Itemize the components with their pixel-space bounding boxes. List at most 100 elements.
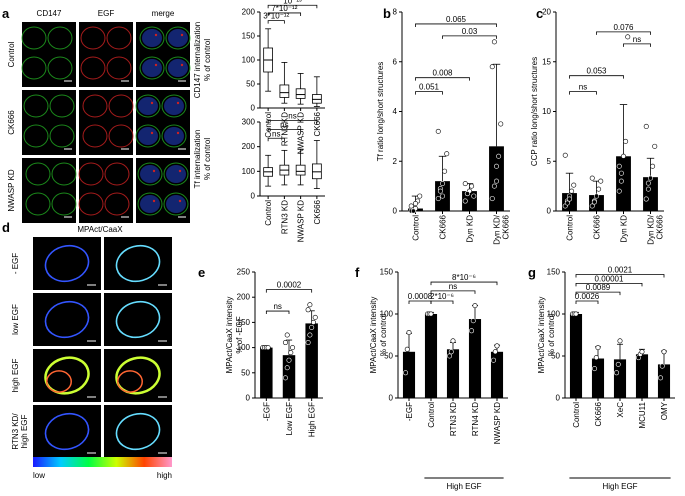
chart-e: 0 50 100 150 200 250 MPAct/CaaX intensity% of … [225,268,323,437]
micrograph-tile [79,22,133,87]
y-axis-label: CCP ratio long/short structures [530,57,539,166]
cell-spot [150,101,154,105]
x-tick-label: -EGF [405,402,414,421]
data-point [598,178,604,184]
micrograph-title: MPAct/CaaX [77,225,123,234]
cell-outline [25,192,51,216]
data-point [412,201,418,207]
cell-outline [80,26,106,50]
cell-spot [154,33,158,37]
y-tick-label: 0 [393,207,398,216]
bar [643,177,658,211]
significance-label: 0.03 [462,27,478,36]
significance-bracket [267,12,302,16]
cell-outline [104,162,130,186]
data-point [435,196,441,202]
significance-bracket [575,274,665,278]
cell-outline [163,162,189,186]
panel-label-b: b [383,6,391,21]
column-header: merge [152,9,175,18]
bar [402,351,416,398]
y-tick-label: 0 [389,394,394,403]
cell-outline [139,56,165,80]
cell-outline [44,300,90,339]
data-point [307,302,313,308]
significance-label: 2*10⁻⁶ [430,292,454,301]
significance-label: 0.053 [586,67,607,76]
micrograph-grid-a: CD147 EGF merge Control CK666 NWASP KD [7,9,191,223]
chart-g: 0 50 100 150 MPAct/CaaX intensity% of contro… [537,266,675,491]
bar [635,354,649,398]
significance-bracket [265,310,290,315]
cell-outline [49,124,75,148]
cell-outline [82,94,108,118]
data-point [462,181,468,187]
y-tick-label: 0 [251,104,256,113]
significance-bracket [623,43,651,47]
x-tick-label: Control [572,402,581,428]
data-point [284,365,290,371]
data-point [417,193,423,199]
significance-bracket [575,300,599,304]
micrograph-tile [33,405,101,458]
significance-label: ns [272,129,280,138]
data-point [471,193,477,199]
significance-bracket [575,282,643,287]
data-point [312,314,318,320]
data-point [493,163,499,169]
cell-outline [25,162,51,186]
y-axis-label: Tf ratio long/short structures [376,62,385,162]
micrograph-tile [33,237,101,290]
y-tick-label: 150 [242,32,256,41]
panel-label-c: c [536,6,543,21]
data-point [282,375,288,381]
cell-outline [104,192,130,216]
x-tick-label: Dyn KD/ [647,214,656,245]
data-point [309,324,315,330]
significance-bracket [415,23,497,27]
significance-bracket [596,31,651,35]
group-label: High EGF [446,482,481,491]
micrograph-tile [104,237,172,290]
micrograph-tile [33,293,101,346]
data-point [591,199,597,205]
cell-nucleus [168,29,188,47]
chart-a-bottom: 0 100 200 300 Tf internalization% of control… [193,112,325,242]
data-point [469,183,475,189]
cell-outline [21,56,47,80]
significance-bracket [267,4,318,9]
x-tick-label: Dyn KD [620,215,629,243]
group-label: High EGF [602,482,637,491]
significance-label: ns [579,83,587,92]
chart-c: 0 5 10 15 20 CCP ratio long/short structures C… [530,8,665,245]
y-tick-label: 15 [542,57,551,66]
y-axis-label: MPAct/CaaX intensity [537,297,546,374]
y-axis-label: MPAct/CaaX intensity [225,297,234,374]
x-tick-label: Control [566,215,575,241]
data-point [661,349,667,355]
data-point [442,168,448,174]
data-point [614,370,620,376]
cell-outline [23,124,49,148]
data-point [437,188,443,194]
cell-nucleus [166,165,186,183]
data-point [596,186,602,192]
data-point [439,193,445,199]
y-tick-label: 8 [393,8,398,17]
data-point [593,193,599,199]
row-label: Control [7,41,16,67]
significance-label: ns [273,302,281,311]
box [295,88,306,99]
data-point [406,329,412,335]
cell-outline [115,244,161,283]
x-tick-label: XeC [616,402,625,418]
x-tick-label: NWASP KD [297,112,306,154]
data-point [307,332,313,338]
significance-bracket [430,300,454,304]
y-tick-label: 200 [237,293,251,302]
column-header: CD147 [37,9,62,18]
row-label: high EGF [20,414,29,448]
cell-outline [82,124,108,148]
data-point [615,361,621,367]
cell-spot [152,169,156,173]
